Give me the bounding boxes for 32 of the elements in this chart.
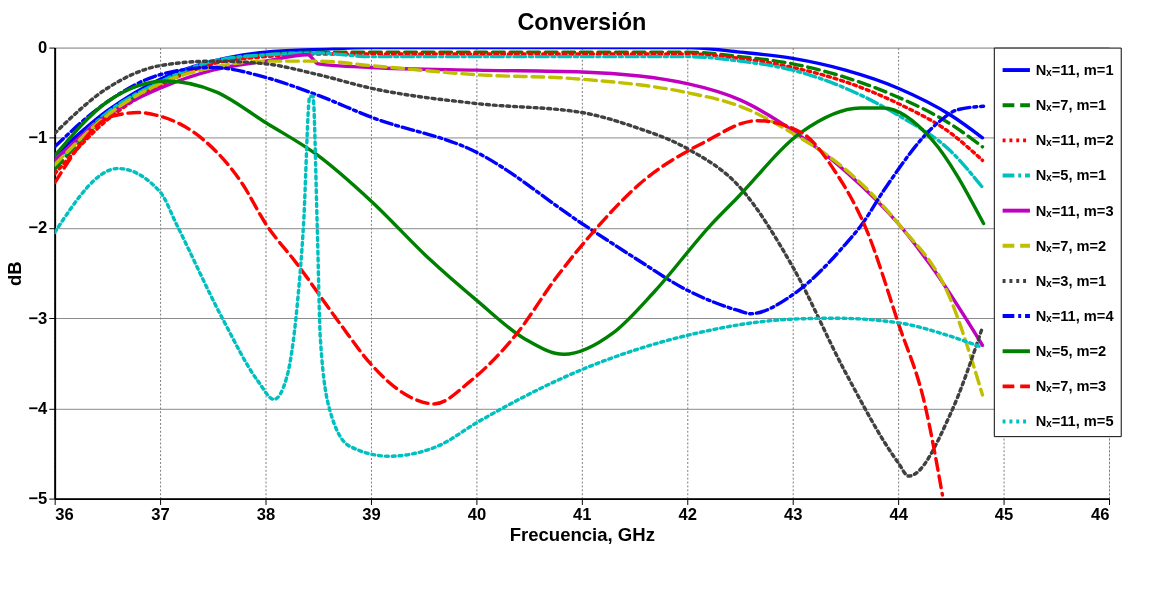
legend-label: Nₓ=11, m=5 <box>1035 413 1114 430</box>
x-tick-label: 38 <box>256 504 276 524</box>
line-series <box>54 59 985 397</box>
legend-label: Nₓ=11, m=2 <box>1035 132 1114 149</box>
x-axis-title: Frecuencia, GHz <box>509 524 655 546</box>
legend-label: Nₓ=11, m=3 <box>1035 202 1114 219</box>
x-tick-label: 37 <box>151 504 170 524</box>
x-tick-label: 36 <box>55 504 74 524</box>
x-tick-label: 45 <box>994 504 1014 524</box>
x-tick-label: 46 <box>1091 504 1110 524</box>
x-tick-label: 44 <box>889 504 909 524</box>
x-tick-label: 40 <box>467 504 487 524</box>
y-tick-label: −1 <box>28 128 48 148</box>
chart-title: Conversión <box>517 9 647 36</box>
y-tick-label: −5 <box>28 489 48 508</box>
legend-label: Nₓ=7, m=3 <box>1035 378 1107 395</box>
legend-label: Nₓ=5, m=1 <box>1035 167 1107 184</box>
x-tick-label: 42 <box>678 504 697 524</box>
y-tick-label: 0 <box>38 37 48 57</box>
y-axis-title: dB <box>3 261 25 286</box>
legend-label: Nₓ=3, m=1 <box>1035 272 1107 289</box>
legend-label: Nₓ=7, m=2 <box>1035 237 1107 254</box>
legend-label: Nₓ=11, m=1 <box>1035 61 1114 78</box>
y-tick-label: −4 <box>28 398 49 418</box>
y-tick-label: −3 <box>28 308 48 328</box>
y-tick-label: −2 <box>28 218 48 238</box>
x-tick-label: 39 <box>362 504 381 524</box>
legend-label: Nₓ=5, m=2 <box>1035 343 1107 360</box>
x-tick-label: 41 <box>573 504 592 524</box>
legend-label: Nₓ=7, m=1 <box>1035 97 1107 114</box>
legend-label: Nₓ=11, m=4 <box>1035 307 1115 324</box>
x-tick-label: 43 <box>783 504 803 524</box>
